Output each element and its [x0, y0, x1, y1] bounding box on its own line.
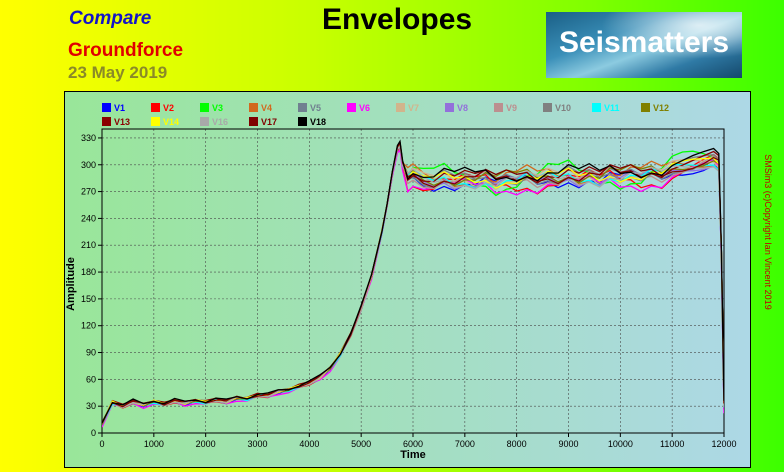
x-tick-label: 0	[99, 439, 104, 449]
source-label: Groundforce	[68, 40, 184, 61]
x-tick-label: 2000	[196, 439, 216, 449]
legend-label: V3	[212, 103, 223, 113]
legend-swatch	[102, 117, 111, 126]
legend-swatch	[249, 103, 258, 112]
legend-label: V16	[212, 117, 228, 127]
legend-label: V4	[261, 103, 272, 113]
chart-frame	[64, 91, 751, 468]
legend-swatch	[249, 117, 258, 126]
legend-item-v14: V14	[151, 117, 179, 127]
x-axis-label: Time	[400, 449, 425, 461]
legend-label: V2	[163, 103, 174, 113]
y-tick-label: 270	[81, 187, 96, 197]
legend-item-v2: V2	[151, 103, 174, 113]
y-tick-label: 330	[81, 133, 96, 143]
legend-label: V11	[604, 103, 620, 113]
legend-item-v10: V10	[543, 103, 571, 113]
legend-swatch	[494, 103, 503, 112]
legend-item-v18: V18	[298, 117, 326, 127]
legend-label: V1	[114, 103, 125, 113]
legend-label: V14	[163, 117, 179, 127]
y-tick-label: 300	[81, 160, 96, 170]
legend-label: V17	[261, 117, 277, 127]
legend-swatch	[396, 103, 405, 112]
x-tick-label: 7000	[455, 439, 475, 449]
y-tick-label: 240	[81, 213, 96, 223]
x-tick-label: 9000	[558, 439, 578, 449]
legend-item-v8: V8	[445, 103, 468, 113]
y-tick-label: 60	[86, 374, 96, 384]
legend-item-v9: V9	[494, 103, 517, 113]
legend-item-v17: V17	[249, 117, 277, 127]
y-tick-label: 90	[86, 348, 96, 358]
legend-label: V18	[310, 117, 326, 127]
legend-item-v13: V13	[102, 117, 130, 127]
x-tick-label: 12000	[711, 439, 736, 449]
legend-label: V12	[653, 103, 669, 113]
compare-label: Compare	[69, 8, 152, 29]
x-tick-label: 3000	[247, 439, 267, 449]
legend-swatch	[641, 103, 650, 112]
legend-swatch	[592, 103, 601, 112]
legend-item-v1: V1	[102, 103, 125, 113]
logo-text: Seismatters	[558, 26, 730, 59]
legend-item-v16: V16	[200, 117, 228, 127]
seismatters-logo: Seismatters	[546, 12, 742, 78]
date-label: 23 May 2019	[68, 63, 168, 82]
x-tick-label: 5000	[351, 439, 371, 449]
legend-label: V8	[457, 103, 468, 113]
envelopes-chart: 0 1000 2000 3000 4000 5000 6000 7000 8000 9000 100…	[64, 91, 751, 468]
y-axis-label: Amplitude	[65, 257, 77, 311]
x-tick-label: 6000	[403, 439, 423, 449]
legend-swatch	[151, 103, 160, 112]
y-tick-label: 120	[81, 321, 96, 331]
legend-item-v11: V11	[592, 103, 620, 113]
legend-label: V5	[310, 103, 321, 113]
x-tick-label: 8000	[507, 439, 527, 449]
legend-swatch	[151, 117, 160, 126]
y-tick-label: 210	[81, 240, 96, 250]
legend-item-v12: V12	[641, 103, 669, 113]
y-tick-label: 0	[91, 428, 96, 438]
legend-label: V13	[114, 117, 130, 127]
legend-item-v3: V3	[200, 103, 223, 113]
series-line-v18	[102, 139, 724, 424]
legend-swatch	[543, 103, 552, 112]
y-tick-label: 30	[86, 401, 96, 411]
x-tick-label: 10000	[608, 439, 633, 449]
legend-item-v6: V6	[347, 103, 370, 113]
y-tick-label: 150	[81, 294, 96, 304]
logo-shine	[546, 12, 742, 78]
x-tick-label: 11000	[660, 439, 684, 449]
legend-label: V9	[506, 103, 517, 113]
legend-item-v4: V4	[249, 103, 272, 113]
legend-item-v5: V5	[298, 103, 321, 113]
legend-swatch	[200, 103, 209, 112]
legend-item-v7: V7	[396, 103, 419, 113]
legend-swatch	[102, 103, 111, 112]
series-line-v11	[102, 144, 724, 426]
x-tick-label: 4000	[299, 439, 319, 449]
x-tick-label: 1000	[144, 439, 164, 449]
legend-label: V7	[408, 103, 419, 113]
legend-swatch	[298, 103, 307, 112]
page-title: Envelopes	[322, 3, 473, 36]
copyright-text: SMSim3 (c)Copyright Ian Vincent 2019	[763, 154, 773, 310]
legend-swatch	[445, 103, 454, 112]
legend-swatch	[347, 103, 356, 112]
legend-swatch	[200, 117, 209, 126]
legend-swatch	[298, 117, 307, 126]
legend-label: V6	[359, 103, 370, 113]
y-tick-label: 180	[81, 267, 96, 277]
legend-label: V10	[555, 103, 571, 113]
